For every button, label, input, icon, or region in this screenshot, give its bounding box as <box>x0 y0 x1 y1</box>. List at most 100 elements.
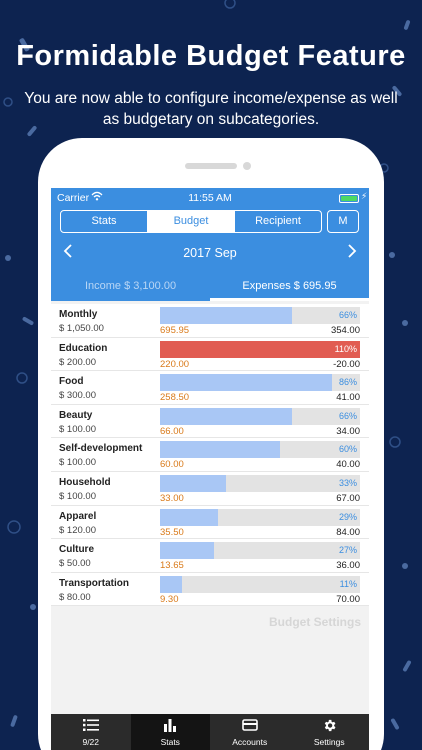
tab-stats[interactable]: Stats <box>130 714 211 750</box>
budget-percent: 27% <box>338 545 357 556</box>
budget-progress-fill <box>160 340 360 358</box>
promo-headline: Formidable Budget Feature <box>16 40 406 72</box>
budget-row[interactable]: Beauty $ 100.00 66% 66.00 34.00 <box>51 405 369 439</box>
remaining-amount: 34.00 <box>336 425 360 437</box>
spent-amount: 66.00 <box>160 425 184 437</box>
category-budget: $ 50.00 <box>59 558 91 570</box>
month-label: 2017 Sep <box>183 246 237 260</box>
view-segmented-control: Stats Budget Recipient <box>60 210 322 233</box>
tab-label: Accounts <box>232 737 268 747</box>
spent-amount: 13.65 <box>160 560 184 572</box>
budget-progress-bar: 110% <box>160 340 360 358</box>
budget-row[interactable]: Education $ 200.00 110% 220.00 -20.00 <box>51 338 369 372</box>
chevron-left-icon[interactable] <box>63 244 73 263</box>
expenses-tab-indicator <box>210 298 369 301</box>
budget-progress-fill <box>160 542 214 560</box>
budget-progress-fill <box>160 508 218 526</box>
promo-subheadline: You are now able to configure income/exp… <box>24 90 398 128</box>
budget-row[interactable]: Household $ 100.00 33% 33.00 67.00 <box>51 472 369 506</box>
status-bar: Carrier 11:55 AM ⚡ <box>51 188 369 208</box>
month-navigator: 2017 Sep <box>51 244 369 264</box>
budget-progress-bar: 66% <box>160 307 360 324</box>
budget-progress-fill <box>160 441 280 459</box>
budget-percent: 11% <box>339 578 357 589</box>
phone-speaker <box>185 163 237 169</box>
header-panel <box>51 188 369 301</box>
budget-progress-bar: 11% <box>160 575 360 593</box>
segment-stats[interactable]: Stats <box>61 211 148 232</box>
budget-row[interactable]: Transportation $ 80.00 11% 9.30 70.00 <box>51 573 369 607</box>
remaining-amount: 70.00 <box>336 593 360 605</box>
budget-row[interactable]: Monthly $ 1,050.00 66% 695.95 354.00 <box>51 304 369 338</box>
budget-row[interactable]: Self-development $ 100.00 60% 60.00 40.00 <box>51 438 369 472</box>
category-budget: $ 100.00 <box>59 423 96 435</box>
status-time: 11:55 AM <box>188 192 232 204</box>
category-budget: $ 1,050.00 <box>59 323 104 334</box>
spent-amount: 60.00 <box>160 459 184 471</box>
category-name: Monthly <box>59 309 98 320</box>
tab-accounts[interactable]: Accounts <box>210 714 290 750</box>
category-budget: $ 100.00 <box>59 457 96 469</box>
category-budget: $ 300.00 <box>59 390 96 402</box>
category-name: Apparel <box>59 510 97 522</box>
budget-progress-bar: 86% <box>160 374 360 392</box>
tab-bar: 9/22 Stats Accounts Settings <box>51 714 369 750</box>
period-mode-button[interactable]: M <box>327 210 359 233</box>
budget-percent: 33% <box>338 477 357 488</box>
category-budget: $ 80.00 <box>59 591 91 603</box>
remaining-amount: 36.00 <box>336 560 360 572</box>
budget-progress-fill <box>160 374 332 392</box>
wallet-icon <box>210 718 290 732</box>
expenses-tab[interactable]: Expenses $ 695.95 <box>242 280 337 292</box>
remaining-amount: 354.00 <box>330 325 360 336</box>
category-budget: $ 100.00 <box>59 490 96 502</box>
spent-amount: 220.00 <box>160 358 190 370</box>
budget-percent: 29% <box>338 511 357 522</box>
category-budget: $ 200.00 <box>59 356 96 368</box>
remaining-amount: 41.00 <box>336 392 360 404</box>
remaining-amount: 67.00 <box>336 492 360 504</box>
budget-progress-bar: 29% <box>160 508 360 526</box>
budget-row[interactable]: Apparel $ 120.00 29% 35.50 84.00 <box>51 506 369 540</box>
spent-amount: 35.50 <box>160 526 184 538</box>
list-icon <box>51 718 131 732</box>
remaining-amount: 84.00 <box>336 526 360 538</box>
budget-progress-fill <box>160 407 292 425</box>
spent-amount: 258.50 <box>160 392 190 404</box>
bar-chart-icon <box>131 718 211 732</box>
gear-icon <box>290 718 370 733</box>
tab-settings[interactable]: Settings <box>290 714 370 750</box>
tab-label: 9/22 <box>82 737 100 747</box>
category-name: Food <box>59 376 84 388</box>
budget-row[interactable]: Food $ 300.00 86% 258.50 41.00 <box>51 371 369 405</box>
spent-amount: 695.95 <box>160 325 190 336</box>
budget-percent: 86% <box>338 377 357 388</box>
category-name: Household <box>59 476 111 488</box>
spent-amount: 9.30 <box>160 593 179 605</box>
category-name: Self-development <box>59 443 143 455</box>
category-name: Beauty <box>59 409 93 421</box>
app-screen: Carrier 11:55 AM ⚡ Stats Budget Recipien… <box>51 188 369 750</box>
segment-budget[interactable]: Budget <box>148 211 235 232</box>
budget-progress-fill <box>160 575 182 593</box>
category-name: Education <box>59 342 108 354</box>
budget-settings-button[interactable]: Budget Settings <box>269 615 361 629</box>
phone-camera <box>243 162 251 170</box>
budget-row[interactable]: Culture $ 50.00 27% 13.65 36.00 <box>51 539 369 573</box>
category-name: Culture <box>59 544 94 556</box>
budget-percent: 110% <box>334 343 357 354</box>
budget-percent: 66% <box>338 410 357 421</box>
budget-percent: 60% <box>338 444 357 455</box>
battery-charging-icon <box>339 194 359 203</box>
segment-recipient[interactable]: Recipient <box>255 215 301 227</box>
tab-label: Settings <box>313 737 345 747</box>
chevron-right-icon[interactable] <box>347 244 357 263</box>
budget-progress-fill <box>160 474 226 492</box>
tab-label: Stats <box>160 737 180 747</box>
remaining-amount: -20.00 <box>333 358 360 370</box>
budget-list: Monthly $ 1,050.00 66% 695.95 354.00 Educatio… <box>51 304 369 607</box>
budget-progress-bar: 60% <box>160 441 360 459</box>
tab-daily[interactable]: 9/22 <box>51 714 131 750</box>
carrier-label: Carrier <box>57 192 90 204</box>
income-tab[interactable]: Income $ 3,100.00 <box>84 280 177 292</box>
